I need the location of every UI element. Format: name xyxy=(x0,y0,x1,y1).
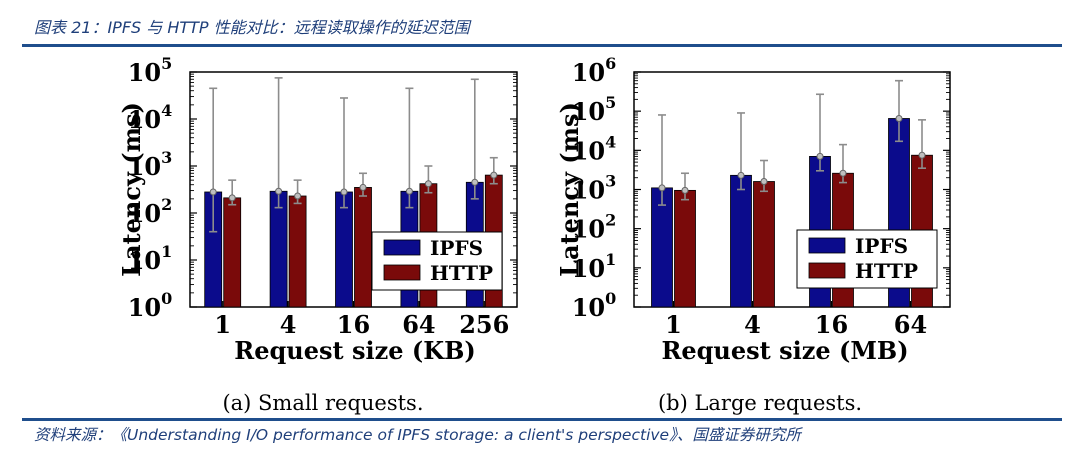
x-tick-label: 64 xyxy=(894,310,927,339)
mean-marker xyxy=(424,180,432,188)
chart-small-requests: 100 101 102 103 104 105 Latency (ms) 1 4 16 64 256R… xyxy=(117,54,518,415)
y-tick-label: 101 xyxy=(128,242,173,275)
chart-large-requests: 100 101 102 103 104 105 106 Latency (ms) 1 4 16 64R… xyxy=(555,54,951,415)
y-tick-label: 100 xyxy=(128,289,173,322)
legend-swatch-http xyxy=(383,264,421,281)
subfigure-caption: (a) Small requests. xyxy=(222,391,423,415)
x-tick-label: 1 xyxy=(214,310,231,339)
ipfs-bar xyxy=(730,174,752,308)
x-tick-label: 64 xyxy=(402,310,435,339)
mean-marker xyxy=(737,171,745,179)
legend-label-ipfs: IPFS xyxy=(430,236,483,260)
figure-title: 图表 21：IPFS 与 HTTP 性能对比：远程读取操作的延迟范围 xyxy=(34,18,470,37)
y-axis-label: Latency (ms) xyxy=(555,102,584,277)
subfigure-caption: (b) Large requests. xyxy=(658,391,862,415)
http-bar xyxy=(354,187,372,308)
http-bar xyxy=(674,189,696,308)
legend-swatch-http xyxy=(808,262,846,279)
mean-marker xyxy=(918,151,926,159)
y-tick-label: 104 xyxy=(128,101,173,134)
mean-marker xyxy=(228,194,236,202)
http-bar xyxy=(288,195,307,308)
mean-marker xyxy=(359,183,367,191)
mean-marker xyxy=(294,192,302,200)
legend-label-ipfs: IPFS xyxy=(855,234,908,258)
mean-marker xyxy=(471,178,479,186)
y-tick-label: 100 xyxy=(572,289,617,322)
x-tick-label: 4 xyxy=(744,310,761,339)
x-axis-label: Request size (MB) xyxy=(661,336,908,365)
mean-marker xyxy=(340,188,348,196)
mean-marker xyxy=(895,114,903,122)
y-tick-label: 102 xyxy=(572,211,617,244)
mean-marker xyxy=(816,152,824,160)
mean-marker xyxy=(658,184,666,192)
legend-label-http: HTTP xyxy=(855,259,918,283)
mean-marker xyxy=(490,171,498,179)
legend-swatch-ipfs xyxy=(383,239,421,256)
x-axis-label: Request size (KB) xyxy=(234,336,475,365)
mean-marker xyxy=(405,187,413,195)
y-tick-label: 102 xyxy=(128,195,173,228)
mean-marker xyxy=(839,169,847,177)
mean-marker xyxy=(681,186,689,194)
x-tick-label: 256 xyxy=(459,310,509,339)
y-tick-label: 101 xyxy=(572,250,617,283)
y-tick-label: 105 xyxy=(572,93,617,126)
x-tick-label: 1 xyxy=(665,310,682,339)
x-tick-label: 16 xyxy=(815,310,848,339)
http-bar xyxy=(223,197,242,308)
y-tick-label: 103 xyxy=(572,172,617,205)
bottom-divider xyxy=(22,418,1062,421)
legend-label-http: HTTP xyxy=(430,261,493,285)
top-divider xyxy=(22,44,1062,47)
legend-swatch-ipfs xyxy=(808,237,846,254)
ipfs-bar xyxy=(269,190,288,308)
mean-marker xyxy=(760,178,768,186)
x-tick-label: 4 xyxy=(280,310,297,339)
y-tick-label: 104 xyxy=(572,132,617,165)
x-tick-label: 16 xyxy=(337,310,370,339)
y-tick-label: 106 xyxy=(572,54,617,87)
http-bar xyxy=(753,181,775,308)
y-tick-label: 105 xyxy=(128,54,173,87)
y-axis-label: Latency (ms) xyxy=(117,102,146,277)
y-tick-label: 103 xyxy=(128,148,173,181)
ipfs-bar xyxy=(335,191,353,308)
mean-marker xyxy=(209,188,217,196)
mean-marker xyxy=(275,187,283,195)
source-note: 资料来源：《Understanding I/O performance of I… xyxy=(34,426,801,444)
